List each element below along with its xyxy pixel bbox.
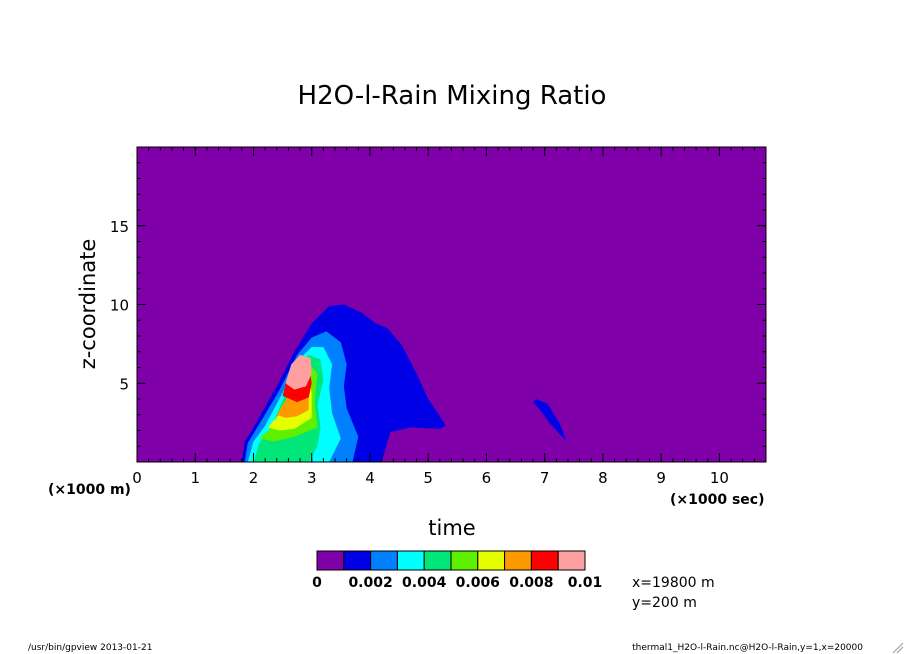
x-tick-label: 2 — [249, 469, 259, 487]
contour-region-11 — [291, 367, 305, 378]
colorbar: 0 0.002 0.004 0.006 0.008 0.01 — [312, 550, 603, 591]
colorbar-swatch — [370, 550, 398, 571]
colorbar-swatch — [316, 550, 345, 571]
x-tick-label: 5 — [423, 469, 433, 487]
colorbar-tick-label: 0 — [312, 575, 322, 591]
resize-grip-icon — [892, 642, 904, 654]
colorbar-tick-label: 0.008 — [509, 575, 553, 591]
colorbar-swatch — [343, 550, 372, 571]
x-tick-label: 0 — [132, 469, 142, 487]
colorbar-swatch — [504, 550, 532, 571]
contour-layer — [241, 304, 567, 462]
y-axis-label: z-coordinate — [76, 239, 100, 370]
x-axis-unit: (×1000 sec) — [670, 492, 765, 508]
colorbar-swatch — [477, 550, 506, 571]
footer-left: /usr/bin/gpview 2013-01-21 — [28, 643, 152, 653]
x-tick-label: 6 — [482, 469, 492, 487]
plot-background — [137, 147, 766, 462]
contour-region-1 — [533, 399, 567, 442]
colorbar-swatch — [530, 550, 559, 571]
chart-title: H2O-l-Rain Mixing Ratio — [298, 81, 607, 111]
x-tick-label: 8 — [598, 469, 608, 487]
x-tick-label: 4 — [365, 469, 375, 487]
colorbar-tick-label: 0.004 — [402, 575, 447, 591]
y-tick-label: 5 — [119, 375, 129, 393]
slice-y-label: y=200 m — [632, 595, 697, 611]
x-tick-label: 10 — [710, 469, 729, 487]
plot-area: 0 1 2 3 4 5 6 7 8 9 10 5 10 15 — [110, 146, 767, 487]
colorbar-tick-label: 0.006 — [456, 575, 500, 591]
x-tick-label: 7 — [540, 469, 550, 487]
x-axis-label: time — [428, 516, 475, 540]
colorbar-swatch — [396, 550, 425, 571]
x-tick-label: 9 — [656, 469, 666, 487]
colorbar-swatch — [557, 550, 586, 571]
footer-right: thermal1_H2O-l-Rain.nc@H2O-l-Rain,y=1,x=… — [632, 643, 863, 653]
y-axis-unit: (×1000 m) — [48, 482, 131, 498]
x-tick-label: 1 — [190, 469, 200, 487]
colorbar-tick-label: 0.002 — [348, 575, 392, 591]
colorbar-swatch — [450, 550, 479, 571]
tick-layer: 0 1 2 3 4 5 6 7 8 9 10 5 10 15 — [110, 146, 767, 487]
y-tick-label: 15 — [110, 218, 129, 236]
x-tick-label: 3 — [307, 469, 317, 487]
slice-x-label: x=19800 m — [632, 575, 715, 591]
colorbar-tick-label: 0.01 — [568, 575, 603, 591]
colorbar-swatch — [423, 550, 452, 571]
y-tick-label: 10 — [110, 297, 129, 315]
